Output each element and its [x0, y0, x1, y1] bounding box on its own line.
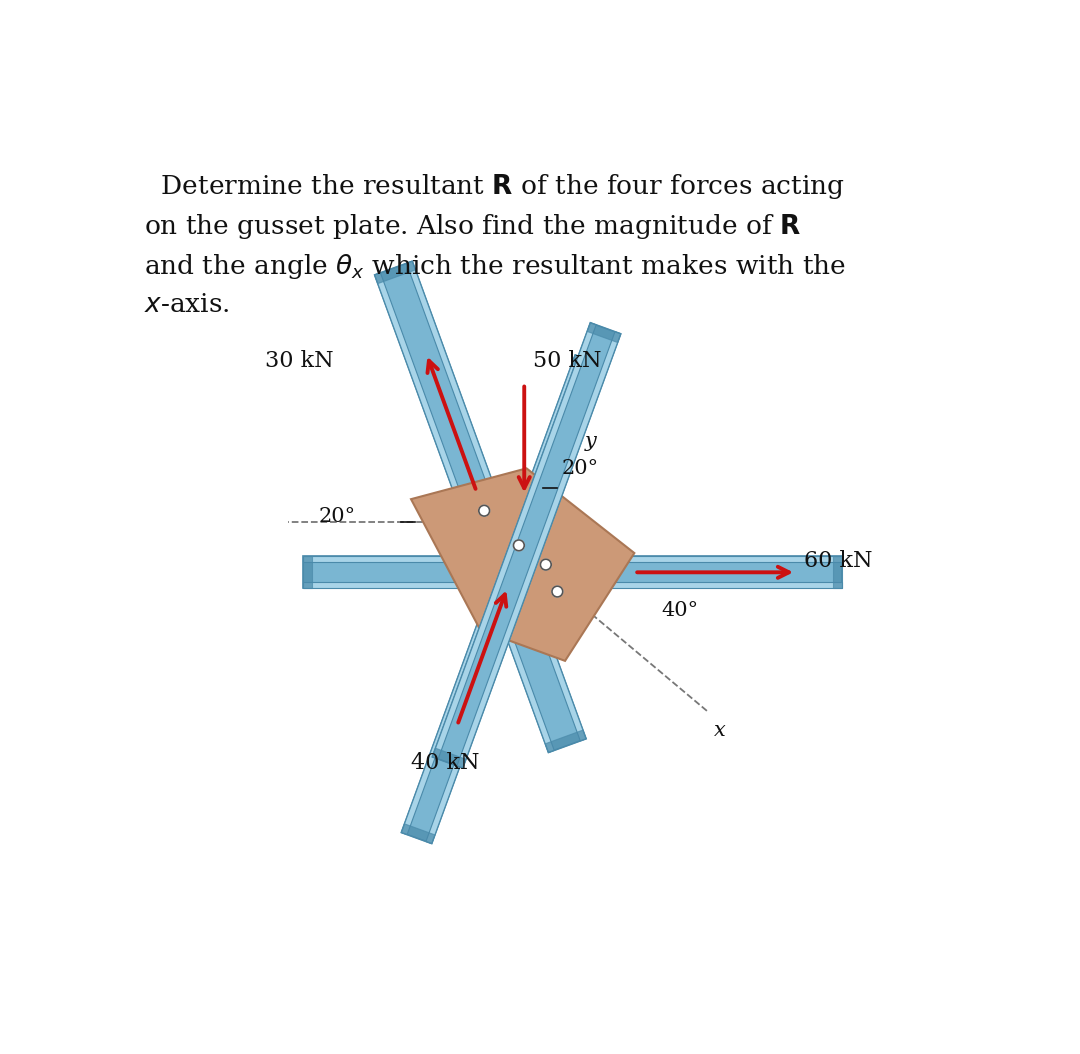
Text: and the angle $\theta_x$ which the resultant makes with the: and the angle $\theta_x$ which the resul…	[144, 252, 846, 281]
Polygon shape	[588, 323, 621, 343]
Polygon shape	[432, 323, 596, 759]
Polygon shape	[402, 824, 435, 843]
Text: 50 kN: 50 kN	[532, 350, 602, 372]
Polygon shape	[375, 261, 586, 753]
Polygon shape	[426, 364, 606, 843]
Text: y: y	[584, 432, 596, 451]
Text: 40 kN: 40 kN	[411, 753, 480, 774]
Text: x: x	[714, 721, 726, 740]
Text: Determine the resultant $\mathbf{R}$ of the four forces acting: Determine the resultant $\mathbf{R}$ of …	[144, 172, 845, 201]
Polygon shape	[432, 323, 621, 768]
Polygon shape	[375, 273, 554, 753]
Text: 60 kN: 60 kN	[804, 550, 873, 571]
Polygon shape	[402, 355, 606, 843]
Circle shape	[513, 540, 524, 551]
Text: 40°: 40°	[661, 602, 699, 621]
Text: 20°: 20°	[319, 507, 355, 526]
Text: 20°: 20°	[562, 458, 598, 477]
Polygon shape	[375, 261, 416, 284]
Polygon shape	[303, 557, 842, 562]
Polygon shape	[432, 748, 465, 768]
Polygon shape	[406, 261, 586, 741]
Polygon shape	[545, 730, 586, 753]
Circle shape	[540, 560, 551, 570]
Polygon shape	[303, 557, 842, 588]
Polygon shape	[833, 557, 842, 588]
Polygon shape	[303, 557, 312, 588]
Polygon shape	[411, 468, 634, 661]
Polygon shape	[303, 582, 842, 588]
Polygon shape	[572, 355, 606, 375]
Circle shape	[478, 505, 489, 516]
Polygon shape	[457, 332, 621, 768]
Text: $x$-axis.: $x$-axis.	[144, 292, 230, 317]
Text: on the gusset plate. Also find the magnitude of $\mathbf{R}$: on the gusset plate. Also find the magni…	[144, 212, 800, 241]
Text: 30 kN: 30 kN	[265, 350, 334, 372]
Polygon shape	[402, 355, 581, 835]
Circle shape	[552, 586, 563, 597]
